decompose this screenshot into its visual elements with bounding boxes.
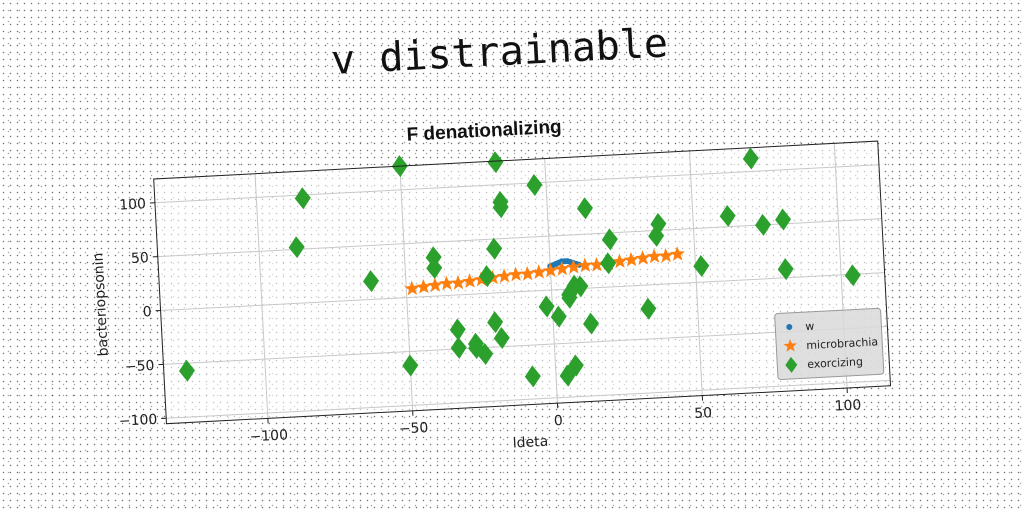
data-point-exorcizing bbox=[559, 364, 576, 387]
x-axis-label: ldeta bbox=[512, 434, 548, 452]
data-point-exorcizing bbox=[693, 254, 710, 277]
data-point-exorcizing bbox=[288, 236, 305, 259]
data-point-exorcizing bbox=[777, 258, 794, 281]
data-point-exorcizing bbox=[478, 265, 495, 288]
x-tick-label: 50 bbox=[694, 405, 713, 422]
data-point-microbrachia bbox=[438, 275, 455, 291]
data-point-exorcizing bbox=[487, 151, 504, 174]
data-point-microbrachia bbox=[658, 247, 674, 263]
data-point-microbrachia bbox=[612, 253, 628, 269]
data-point-exorcizing bbox=[477, 343, 494, 366]
y-axis-label: bacteriopsonin bbox=[90, 252, 111, 357]
data-point-exorcizing bbox=[487, 311, 504, 334]
data-point-exorcizing bbox=[650, 212, 667, 235]
grid-line-y bbox=[160, 272, 885, 312]
data-point-microbrachia bbox=[519, 265, 535, 281]
grid bbox=[154, 143, 891, 419]
data-point-microbrachia bbox=[554, 260, 570, 276]
legend-label: exorcizing bbox=[807, 355, 863, 371]
data-point-microbrachia bbox=[427, 277, 443, 293]
data-point-microbrachia bbox=[646, 248, 662, 264]
x-tick-label: −50 bbox=[398, 420, 428, 438]
y-tick-label: −100 bbox=[118, 412, 157, 430]
data-point-exorcizing bbox=[426, 257, 443, 280]
legend-marker bbox=[785, 356, 798, 373]
legend-marker bbox=[786, 323, 793, 330]
data-point-exorcizing bbox=[577, 197, 594, 220]
grid-line-y bbox=[166, 379, 891, 419]
x-tick-label: 100 bbox=[834, 397, 862, 414]
data-point-exorcizing bbox=[844, 264, 861, 287]
grid-line-x bbox=[254, 173, 269, 419]
data-point-microbrachia bbox=[588, 256, 605, 272]
legend-box bbox=[774, 307, 885, 380]
data-point-exorcizing bbox=[601, 228, 618, 251]
chart-rotated-group: −100 −50 0 50 100 −100 −50 0 50 100 F denational… bbox=[90, 117, 892, 452]
data-point-microbrachia bbox=[508, 266, 524, 282]
plot-frame bbox=[153, 140, 892, 425]
data-point-exorcizing bbox=[402, 354, 419, 377]
data-point-microbrachia bbox=[450, 275, 466, 290]
data-point-exorcizing bbox=[486, 237, 503, 260]
data-point-exorcizing bbox=[449, 318, 466, 341]
data-point-microbrachia bbox=[669, 246, 685, 261]
legend-label: microbrachia bbox=[806, 335, 878, 352]
data-point-microbrachia bbox=[542, 262, 558, 278]
y-tick-label: −50 bbox=[125, 358, 155, 376]
data-point-exorcizing bbox=[648, 224, 665, 247]
data-point-exorcizing bbox=[450, 336, 467, 359]
data-point-exorcizing bbox=[526, 174, 543, 196]
y-tick-label: 100 bbox=[119, 196, 147, 213]
data-point-exorcizing bbox=[567, 354, 584, 377]
x-ticks: −100 −50 0 50 100 bbox=[249, 387, 862, 445]
data-point-exorcizing bbox=[294, 187, 311, 210]
data-point-exorcizing bbox=[719, 204, 736, 227]
x-tick-label: 0 bbox=[554, 413, 564, 429]
chart-title: F denationalizing bbox=[406, 117, 562, 146]
data-point-microbrachia bbox=[635, 250, 651, 265]
y-tick-label: 0 bbox=[142, 304, 152, 320]
data-point-microbrachia bbox=[623, 251, 639, 267]
data-point-exorcizing bbox=[755, 213, 772, 236]
y-tick-label: 50 bbox=[131, 250, 150, 267]
data-point-exorcizing bbox=[178, 359, 195, 382]
data-point-microbrachia bbox=[462, 273, 478, 289]
data-point-exorcizing bbox=[524, 365, 541, 388]
data-point-exorcizing bbox=[492, 196, 509, 219]
data-point-microbrachia bbox=[565, 259, 582, 275]
grid-line-y bbox=[154, 164, 879, 204]
data-point-exorcizing bbox=[775, 208, 792, 231]
data-point-microbrachia bbox=[531, 264, 547, 280]
x-tick-label: −100 bbox=[249, 427, 288, 445]
data-point-exorcizing bbox=[583, 312, 600, 335]
data-point-exorcizing bbox=[572, 275, 589, 298]
grid-line-x bbox=[688, 150, 703, 396]
grid-line-y bbox=[163, 325, 888, 365]
data-point-microbrachia bbox=[496, 268, 512, 284]
data-point-exorcizing bbox=[538, 295, 555, 318]
data-point-exorcizing bbox=[640, 297, 657, 320]
data-point-exorcizing bbox=[550, 305, 567, 328]
data-point-microbrachia bbox=[415, 279, 432, 294]
data-point-exorcizing bbox=[600, 252, 617, 275]
data-point-microbrachia bbox=[577, 257, 593, 273]
data-point-microbrachia bbox=[404, 280, 420, 296]
legend-label: w bbox=[805, 320, 815, 333]
legend-marker bbox=[783, 338, 797, 352]
data-point-exorcizing bbox=[493, 327, 510, 350]
grid-line-x bbox=[544, 158, 558, 404]
data-point-exorcizing bbox=[561, 286, 578, 309]
data-marks bbox=[178, 147, 861, 388]
data-point-exorcizing bbox=[363, 270, 380, 293]
legend: w microbrachia exorcizing bbox=[774, 307, 885, 380]
y-ticks: −100 −50 0 50 100 bbox=[118, 196, 167, 430]
data-point-exorcizing bbox=[742, 147, 759, 170]
plot-area bbox=[153, 141, 891, 424]
